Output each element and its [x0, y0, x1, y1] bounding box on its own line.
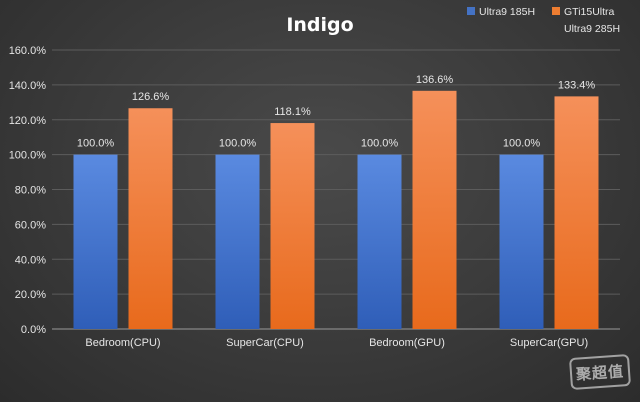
data-label: 118.1%: [274, 106, 311, 118]
legend-label: Ultra9 185H: [479, 6, 535, 18]
y-tick-label: 60.0%: [15, 219, 46, 231]
data-label: 100.0%: [77, 138, 115, 150]
bar: [73, 154, 118, 329]
data-label: 133.4%: [558, 79, 596, 91]
watermark-logo: 聚超值: [568, 353, 632, 391]
legend: Ultra9 185H GTi15Ultra Ultra9 285H: [467, 6, 620, 35]
y-tick-label: 0.0%: [21, 324, 46, 336]
data-labels: 100.0% 126.6% Bedroom(CPU) 100.0% 118.1% Supe…: [77, 74, 596, 349]
bar: [499, 154, 544, 329]
x-tick-label: SuperCar(GPU): [510, 337, 588, 349]
data-label: 136.6%: [416, 74, 454, 86]
bar: [357, 154, 402, 329]
y-tick-label: 120.0%: [9, 115, 47, 127]
data-label: 100.0%: [361, 138, 399, 150]
legend-swatch: [467, 7, 475, 15]
bar: [128, 108, 173, 330]
chart-title: Indigo: [286, 14, 353, 36]
bar: [554, 96, 599, 329]
data-label: 100.0%: [219, 138, 257, 150]
bar: [270, 123, 315, 329]
data-label: 126.6%: [132, 91, 170, 103]
y-tick-label: 140.0%: [9, 80, 47, 92]
x-tick-label: Bedroom(CPU): [85, 337, 160, 349]
x-tick-label: SuperCar(CPU): [226, 337, 304, 349]
bar: [215, 154, 260, 329]
y-tick-label: 80.0%: [15, 185, 46, 197]
bar: [412, 90, 457, 330]
y-tick-label: 40.0%: [15, 254, 46, 266]
y-tick-label: 20.0%: [15, 289, 46, 301]
y-tick-label: 160.0%: [9, 45, 47, 57]
legend-label: GTi15Ultra: [564, 6, 615, 18]
y-tick-label: 100.0%: [9, 150, 47, 162]
legend-label: Ultra9 285H: [564, 23, 620, 35]
legend-swatch: [552, 7, 560, 15]
bars: [73, 90, 599, 330]
data-label: 100.0%: [503, 138, 541, 150]
x-tick-label: Bedroom(GPU): [369, 337, 445, 349]
